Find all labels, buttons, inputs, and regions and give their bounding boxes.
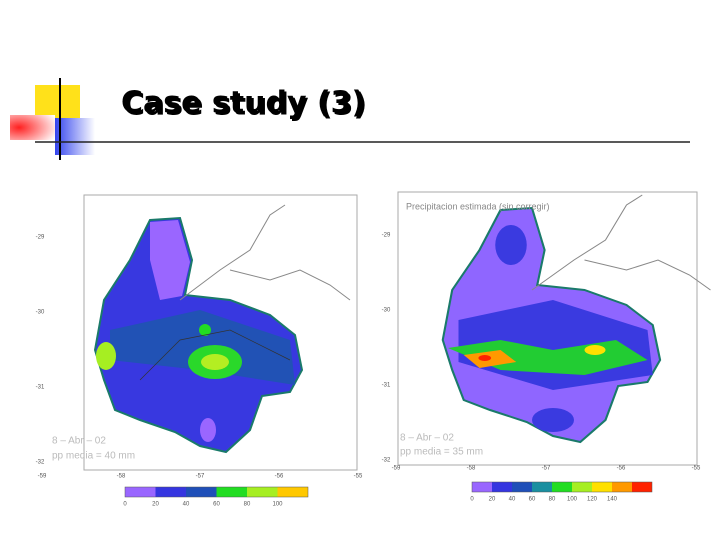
y-axis-label: -31 [36, 385, 45, 391]
y-axis-label: -30 [382, 308, 391, 314]
colorbar-swatch [492, 482, 512, 492]
colorbar-label: 40 [183, 502, 190, 508]
colorbar-label: 40 [509, 497, 516, 503]
y-axis-label: -30 [36, 310, 45, 316]
title-shadow: Case study (3) [123, 88, 367, 123]
colorbar-swatch [512, 482, 532, 492]
colorbar-label: 140 [607, 497, 618, 503]
colorbar-label: 100 [272, 502, 283, 508]
slide-title: Case study (3) [121, 86, 365, 121]
x-axis-label: -55 [692, 466, 701, 472]
colorbar-label: 20 [489, 497, 496, 503]
y-axis-label: -29 [36, 235, 45, 241]
x-axis-label: -59 [38, 474, 47, 480]
colorbar-swatch [572, 482, 592, 492]
colorbar-frame [471, 481, 653, 493]
colorbar-swatch [125, 487, 156, 497]
colorbar-swatch [552, 482, 572, 492]
colorbar-swatch [155, 487, 186, 497]
map-left: 8 – Abr – 02 pp media = 40 mm [52, 194, 358, 471]
decoration [10, 78, 690, 160]
x-axis-label: -56 [617, 466, 626, 472]
colorbar-label: 80 [244, 502, 251, 508]
map-caption: pp media = 40 mm [52, 451, 135, 462]
colorbar-label: 0 [470, 497, 474, 503]
colorbar-swatch [247, 487, 278, 497]
colorbar-label: 60 [213, 502, 220, 508]
y-axis-label: -29 [382, 233, 391, 239]
colorbar-label: 0 [123, 502, 127, 508]
colorbar-label: 120 [587, 497, 598, 503]
y-axis-label: -31 [382, 383, 391, 389]
colorbar-swatch [186, 487, 217, 497]
x-axis-label: -59 [392, 466, 401, 472]
x-axis-label: -58 [467, 466, 476, 472]
map-caption: pp media = 35 mm [400, 447, 483, 458]
colorbar-swatch [532, 482, 552, 492]
colorbar-swatch [472, 482, 492, 492]
x-axis-label: -56 [275, 474, 284, 480]
colorbar-frame [124, 486, 309, 498]
x-axis-label: -57 [196, 474, 205, 480]
map-caption: 8 – Abr – 02 [400, 433, 454, 444]
colorbar-swatch [592, 482, 612, 492]
map-caption: 8 – Abr – 02 [52, 436, 106, 447]
colorbar-swatch [277, 487, 308, 497]
colorbar-swatch [612, 482, 632, 492]
colorbar-label: 100 [567, 497, 578, 503]
x-axis-label: -58 [117, 474, 126, 480]
colorbar-label: 20 [152, 502, 159, 508]
colorbar-swatch [632, 482, 652, 492]
y-axis-label: -32 [382, 458, 391, 464]
colorbar-label: 80 [549, 497, 556, 503]
colorbar-label: 60 [529, 497, 536, 503]
y-axis-label: -32 [36, 460, 45, 466]
x-axis-label: -55 [354, 474, 363, 480]
map-right: Precipitacion estimada (sin corregir) 8 … [397, 191, 711, 466]
x-axis-label: -57 [542, 466, 551, 472]
map-heading: Precipitacion estimada (sin corregir) [406, 201, 550, 211]
colorbar-swatch [216, 487, 247, 497]
